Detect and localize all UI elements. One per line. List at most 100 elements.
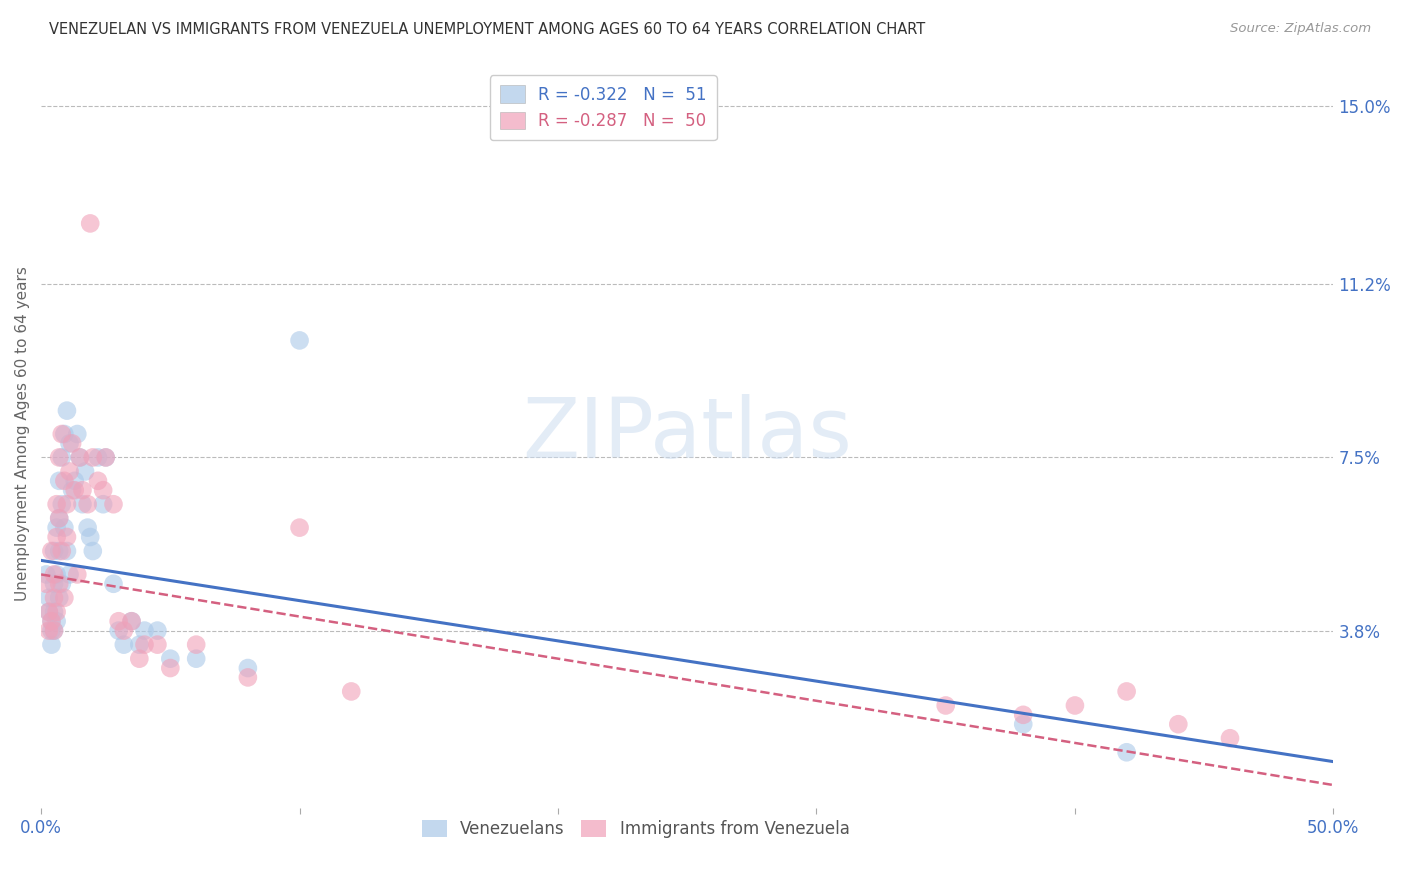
Point	[48, 544, 70, 558]
Point	[146, 638, 169, 652]
Point	[35, 567, 58, 582]
Point	[1012, 707, 1035, 722]
Point	[41, 624, 63, 638]
Point	[45, 614, 67, 628]
Point	[72, 483, 94, 498]
Point	[935, 698, 957, 713]
Point	[51, 497, 73, 511]
Point	[53, 591, 76, 605]
Point	[79, 216, 101, 230]
Point	[236, 661, 259, 675]
Point	[42, 576, 65, 591]
Point	[134, 624, 156, 638]
Point	[94, 450, 117, 465]
Point	[121, 614, 143, 628]
Y-axis label: Unemployment Among Ages 60 to 64 years: Unemployment Among Ages 60 to 64 years	[15, 267, 30, 601]
Point	[121, 614, 143, 628]
Point	[1219, 731, 1241, 746]
Point	[53, 427, 76, 442]
Point	[186, 638, 208, 652]
Point	[79, 530, 101, 544]
Point	[186, 651, 208, 665]
Point	[1064, 698, 1087, 713]
Point	[53, 474, 76, 488]
Point	[51, 544, 73, 558]
Point	[103, 497, 125, 511]
Point	[48, 474, 70, 488]
Point	[1115, 745, 1137, 759]
Point	[103, 576, 125, 591]
Point	[56, 544, 79, 558]
Point	[1012, 717, 1035, 731]
Point	[42, 567, 65, 582]
Point	[48, 511, 70, 525]
Point	[82, 450, 104, 465]
Point	[112, 624, 135, 638]
Point	[340, 684, 363, 698]
Text: ZIPatlas: ZIPatlas	[522, 393, 852, 475]
Point	[1115, 684, 1137, 698]
Text: VENEZUELAN VS IMMIGRANTS FROM VENEZUELA UNEMPLOYMENT AMONG AGES 60 TO 64 YEARS C: VENEZUELAN VS IMMIGRANTS FROM VENEZUELA …	[49, 22, 925, 37]
Point	[159, 661, 181, 675]
Point	[63, 483, 86, 498]
Point	[72, 497, 94, 511]
Point	[58, 567, 80, 582]
Point	[69, 450, 91, 465]
Point	[56, 497, 79, 511]
Point	[51, 450, 73, 465]
Point	[42, 544, 65, 558]
Point	[53, 521, 76, 535]
Point	[38, 591, 60, 605]
Point	[48, 450, 70, 465]
Point	[58, 465, 80, 479]
Point	[66, 567, 89, 582]
Point	[41, 614, 63, 628]
Point	[51, 576, 73, 591]
Point	[1167, 717, 1189, 731]
Point	[51, 427, 73, 442]
Legend: Venezuelans, Immigrants from Venezuela: Venezuelans, Immigrants from Venezuela	[415, 814, 856, 845]
Point	[107, 624, 129, 638]
Point	[69, 450, 91, 465]
Point	[159, 651, 181, 665]
Point	[42, 624, 65, 638]
Point	[45, 567, 67, 582]
Point	[128, 638, 150, 652]
Point	[42, 591, 65, 605]
Point	[60, 436, 83, 450]
Point	[146, 624, 169, 638]
Point	[87, 474, 110, 488]
Point	[45, 497, 67, 511]
Point	[35, 576, 58, 591]
Point	[48, 511, 70, 525]
Point	[38, 605, 60, 619]
Point	[128, 651, 150, 665]
Point	[56, 530, 79, 544]
Point	[41, 614, 63, 628]
Text: Source: ZipAtlas.com: Source: ZipAtlas.com	[1230, 22, 1371, 36]
Point	[87, 450, 110, 465]
Point	[45, 605, 67, 619]
Point	[48, 591, 70, 605]
Point	[58, 436, 80, 450]
Point	[288, 521, 311, 535]
Point	[38, 624, 60, 638]
Point	[288, 334, 311, 348]
Point	[41, 544, 63, 558]
Point	[91, 497, 114, 511]
Point	[56, 403, 79, 417]
Point	[91, 483, 114, 498]
Point	[45, 530, 67, 544]
Point	[236, 670, 259, 684]
Point	[63, 474, 86, 488]
Point	[107, 614, 129, 628]
Point	[38, 605, 60, 619]
Point	[42, 605, 65, 619]
Point	[41, 638, 63, 652]
Point	[134, 638, 156, 652]
Point	[66, 427, 89, 442]
Point	[94, 450, 117, 465]
Point	[45, 521, 67, 535]
Point	[82, 544, 104, 558]
Point	[76, 497, 98, 511]
